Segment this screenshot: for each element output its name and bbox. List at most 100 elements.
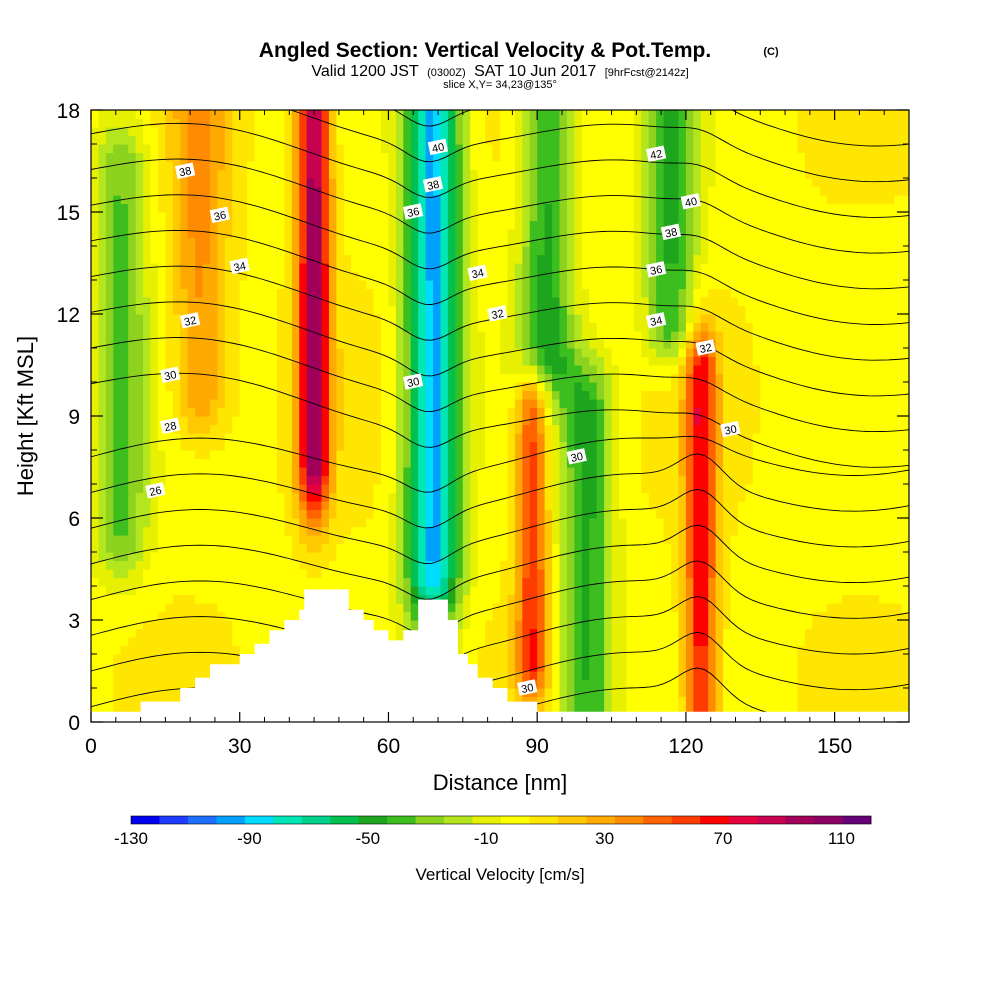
- velocity-cell: [522, 314, 531, 324]
- velocity-cell: [477, 458, 486, 468]
- velocity-cell: [418, 331, 427, 341]
- velocity-cell: [581, 620, 590, 630]
- velocity-cell: [143, 577, 152, 587]
- velocity-cell: [157, 603, 166, 613]
- velocity-cell: [209, 416, 219, 426]
- velocity-cell: [358, 594, 367, 604]
- velocity-cell: [276, 237, 285, 247]
- velocity-cell: [418, 586, 427, 596]
- velocity-cell: [232, 577, 241, 587]
- velocity-cell: [425, 577, 434, 587]
- velocity-cell: [165, 475, 174, 485]
- velocity-cell: [358, 416, 367, 426]
- velocity-cell: [455, 620, 464, 630]
- velocity-cell: [105, 637, 114, 647]
- velocity-cell: [187, 203, 196, 213]
- velocity-cell: [440, 390, 449, 400]
- velocity-cell: [470, 127, 479, 137]
- velocity-cell: [462, 169, 471, 179]
- velocity-cell: [447, 195, 456, 205]
- velocity-cell: [224, 280, 233, 290]
- velocity-cell: [195, 195, 204, 205]
- velocity-cell: [165, 161, 174, 171]
- velocity-cell: [589, 297, 598, 307]
- velocity-cell: [507, 679, 516, 689]
- velocity-cell: [485, 186, 494, 196]
- velocity-cell: [462, 288, 471, 298]
- velocity-cell: [522, 594, 531, 604]
- velocity-cell: [425, 586, 434, 596]
- velocity-cell: [165, 594, 174, 604]
- velocity-cell: [239, 407, 248, 417]
- velocity-cell: [544, 305, 553, 315]
- velocity-cell: [343, 254, 352, 264]
- velocity-cell: [209, 297, 219, 307]
- velocity-cell: [559, 594, 568, 604]
- velocity-cell: [128, 679, 137, 689]
- velocity-cell: [105, 399, 114, 409]
- velocity-cell: [574, 271, 583, 281]
- velocity-cell: [514, 535, 523, 545]
- velocity-cell: [514, 373, 523, 383]
- velocity-cell: [425, 237, 434, 247]
- velocity-cell: [128, 603, 137, 613]
- velocity-cell: [358, 475, 367, 485]
- velocity-cell: [120, 246, 129, 256]
- velocity-cell: [485, 229, 494, 239]
- velocity-cell: [306, 560, 315, 570]
- velocity-cell: [239, 586, 248, 596]
- velocity-cell: [455, 144, 464, 154]
- velocity-cell: [343, 356, 352, 366]
- velocity-cell: [262, 433, 271, 443]
- velocity-cell: [306, 254, 315, 264]
- velocity-cell: [343, 118, 352, 128]
- velocity-cell: [537, 356, 546, 366]
- velocity-cell: [358, 254, 367, 264]
- velocity-cell: [172, 237, 181, 247]
- velocity-cell: [165, 501, 174, 511]
- velocity-cell: [589, 637, 598, 647]
- velocity-cell: [105, 407, 114, 417]
- velocity-cell: [581, 263, 590, 273]
- velocity-cell: [336, 569, 345, 579]
- velocity-cell: [485, 450, 494, 460]
- velocity-cell: [589, 603, 598, 613]
- velocity-cell: [91, 662, 100, 672]
- velocity-cell: [381, 424, 390, 434]
- velocity-cell: [574, 195, 583, 205]
- velocity-cell: [128, 178, 137, 188]
- velocity-cell: [596, 186, 605, 196]
- velocity-cell: [514, 526, 523, 536]
- velocity-cell: [589, 577, 598, 587]
- velocity-cell: [247, 603, 256, 613]
- velocity-cell: [574, 169, 583, 179]
- velocity-cell: [120, 594, 129, 604]
- velocity-cell: [105, 620, 114, 630]
- velocity-cell: [276, 348, 285, 358]
- velocity-cell: [262, 577, 271, 587]
- velocity-cell: [485, 237, 494, 247]
- velocity-cell: [180, 433, 189, 443]
- velocity-cell: [98, 280, 107, 290]
- velocity-cell: [477, 467, 486, 477]
- velocity-cell: [336, 424, 345, 434]
- velocity-cell: [232, 297, 241, 307]
- velocity-cell: [321, 543, 330, 553]
- velocity-cell: [425, 254, 434, 264]
- velocity-cell: [358, 203, 367, 213]
- velocity-cell: [262, 322, 271, 332]
- velocity-cell: [462, 577, 471, 587]
- velocity-cell: [269, 475, 278, 485]
- velocity-cell: [209, 509, 219, 519]
- velocity-cell: [284, 229, 293, 239]
- velocity-cell: [276, 526, 285, 536]
- velocity-cell: [314, 322, 323, 332]
- velocity-cell: [135, 492, 144, 502]
- velocity-cell: [351, 603, 360, 613]
- velocity-cell: [195, 552, 204, 562]
- velocity-cell: [202, 603, 211, 613]
- velocity-cell: [91, 356, 100, 366]
- velocity-cell: [314, 424, 323, 434]
- velocity-cell: [209, 594, 219, 604]
- velocity-cell: [351, 195, 360, 205]
